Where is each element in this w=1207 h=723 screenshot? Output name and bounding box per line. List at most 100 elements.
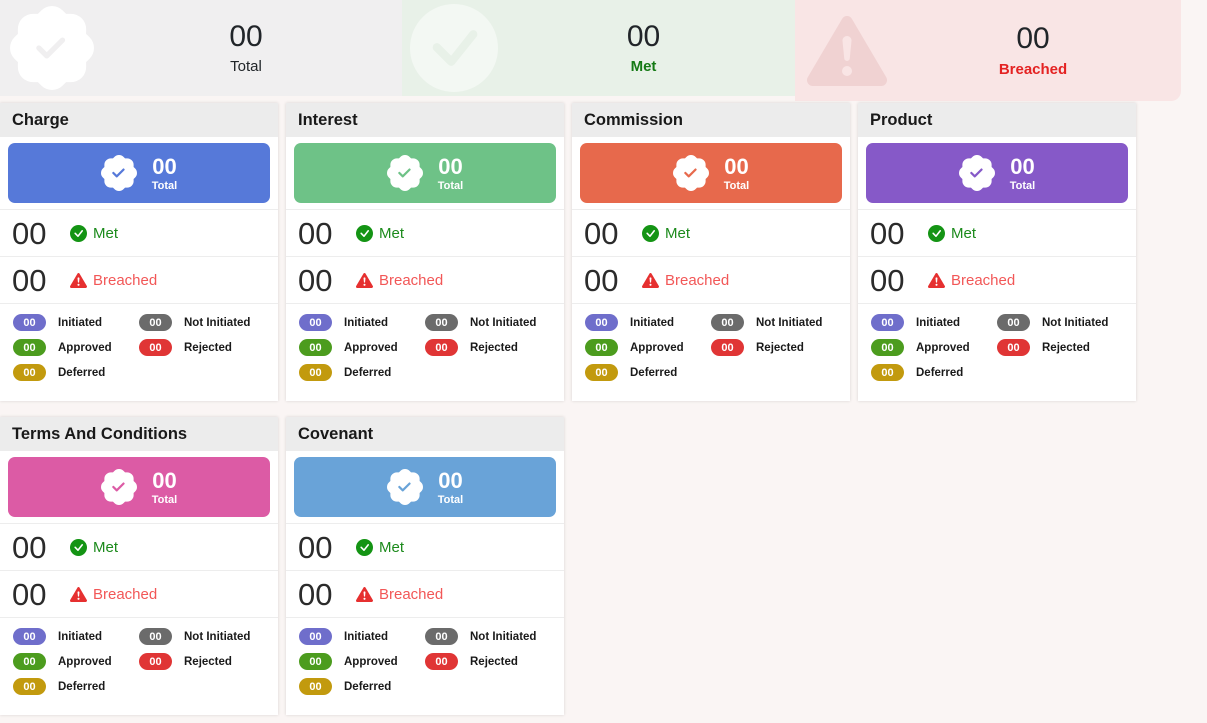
card-total-banner[interactable]: 00 Total: [580, 143, 842, 203]
warning-triangle-icon: [795, 11, 899, 91]
status-label: Rejected: [184, 341, 232, 354]
status-badge-grid: 00 Initiated 00 Not Initiated 00 Approve…: [0, 618, 278, 715]
status-count-pill: 00: [871, 364, 904, 381]
status-badge-grid: 00 Initiated 00 Not Initiated 00 Approve…: [286, 618, 564, 715]
card-met-row[interactable]: 00 Met: [286, 524, 564, 571]
card-breached-value: 00: [298, 576, 333, 612]
status-badge[interactable]: 00 Deferred: [13, 364, 139, 381]
status-count-pill: 00: [997, 314, 1030, 331]
status-badge[interactable]: 00 Not Initiated: [711, 314, 837, 331]
status-count-pill: 00: [585, 364, 618, 381]
card-breached-label: Breached: [951, 271, 1016, 289]
status-badge[interactable]: 00 Deferred: [299, 678, 425, 695]
status-badge[interactable]: 00 Rejected: [997, 339, 1123, 356]
status-badge[interactable]: 00 Rejected: [711, 339, 837, 356]
warning-triangle-icon: [356, 586, 373, 603]
status-count-pill: 00: [425, 339, 458, 356]
card-breached-value: 00: [12, 262, 47, 298]
card-breached-value: 00: [584, 262, 619, 298]
status-badge[interactable]: 00 Approved: [13, 339, 139, 356]
status-badge[interactable]: 00 Not Initiated: [425, 628, 551, 645]
card-breached-row[interactable]: 00 Breached: [572, 257, 850, 304]
summary-total[interactable]: 00 Total: [0, 0, 402, 96]
status-label: Initiated: [58, 316, 103, 329]
card-met-row[interactable]: 00 Met: [572, 210, 850, 257]
status-label: Not Initiated: [470, 316, 537, 329]
status-badge[interactable]: 00 Initiated: [585, 314, 711, 331]
card-met-row[interactable]: 00 Met: [0, 524, 278, 571]
status-badge[interactable]: 00 Not Initiated: [139, 314, 265, 331]
status-count-pill: 00: [585, 339, 618, 356]
status-badge[interactable]: 00 Rejected: [425, 339, 551, 356]
status-label: Approved: [58, 341, 112, 354]
status-count-pill: 00: [299, 314, 332, 331]
status-badge[interactable]: 00 Rejected: [425, 653, 551, 670]
check-circle-icon: [70, 538, 87, 556]
status-label: Not Initiated: [184, 316, 251, 329]
card-met-row[interactable]: 00 Met: [286, 210, 564, 257]
card-banner-wrap: 00 Total: [572, 137, 850, 210]
category-card: Terms And Conditions 00 Total 00: [0, 417, 278, 715]
card-total-banner[interactable]: 00 Total: [866, 143, 1128, 203]
card-total-banner[interactable]: 00 Total: [8, 143, 270, 203]
card-breached-row[interactable]: 00 Breached: [0, 257, 278, 304]
status-badge[interactable]: 00 Approved: [299, 339, 425, 356]
card-total-banner[interactable]: 00 Total: [8, 457, 270, 517]
card-banner-wrap: 00 Total: [858, 137, 1136, 210]
status-badge[interactable]: 00 Initiated: [299, 628, 425, 645]
status-label: Approved: [916, 341, 970, 354]
card-met-value: 00: [870, 215, 905, 251]
card-title: Interest: [286, 103, 564, 137]
card-banner-wrap: 00 Total: [286, 137, 564, 210]
card-breached-row[interactable]: 00 Breached: [858, 257, 1136, 304]
badge-check-icon: [386, 155, 423, 191]
status-badge[interactable]: 00 Deferred: [299, 364, 425, 381]
card-title-text: Terms And Conditions: [12, 425, 188, 443]
card-total-banner[interactable]: 00 Total: [294, 457, 556, 517]
summary-banner: 00 Total 00 Met 00 Breached: [0, 0, 1181, 101]
status-badge[interactable]: 00 Not Initiated: [139, 628, 265, 645]
card-met-label: Met: [379, 538, 405, 556]
status-badge[interactable]: 00 Deferred: [871, 364, 997, 381]
card-breached-row[interactable]: 00 Breached: [286, 571, 564, 618]
status-badge[interactable]: 00 Approved: [585, 339, 711, 356]
card-met-row[interactable]: 00 Met: [0, 210, 278, 257]
status-badge[interactable]: 00 Deferred: [13, 678, 139, 695]
status-label: Rejected: [756, 341, 804, 354]
warning-triangle-icon: [70, 272, 87, 289]
status-badge[interactable]: 00 Approved: [13, 653, 139, 670]
card-banner-wrap: 00 Total: [286, 451, 564, 524]
card-met-value: 00: [298, 529, 333, 565]
status-count-pill: 00: [585, 314, 618, 331]
card-met-label: Met: [93, 224, 119, 242]
status-count-pill: 00: [425, 628, 458, 645]
status-badge[interactable]: 00 Initiated: [13, 628, 139, 645]
card-total-label: Total: [151, 179, 178, 192]
category-card: Interest 00 Total 00: [286, 103, 564, 401]
status-badge[interactable]: 00 Approved: [299, 653, 425, 670]
status-count-pill: 00: [139, 653, 172, 670]
status-label: Initiated: [916, 316, 961, 329]
card-met-row[interactable]: 00 Met: [858, 210, 1136, 257]
status-badge[interactable]: 00 Initiated: [871, 314, 997, 331]
status-count-pill: 00: [425, 314, 458, 331]
status-badge[interactable]: 00 Not Initiated: [425, 314, 551, 331]
status-badge[interactable]: 00 Rejected: [139, 339, 265, 356]
category-card: Product 00 Total 00: [858, 103, 1136, 401]
card-total-label: Total: [437, 493, 464, 506]
status-badge[interactable]: 00 Initiated: [13, 314, 139, 331]
card-total-banner[interactable]: 00 Total: [294, 143, 556, 203]
status-badge[interactable]: 00 Approved: [871, 339, 997, 356]
card-breached-row[interactable]: 00 Breached: [0, 571, 278, 618]
status-badge[interactable]: 00 Initiated: [299, 314, 425, 331]
status-label: Initiated: [344, 630, 389, 643]
status-badge[interactable]: 00 Deferred: [585, 364, 711, 381]
status-badge[interactable]: 00 Rejected: [139, 653, 265, 670]
summary-met[interactable]: 00 Met: [402, 0, 795, 96]
card-title: Covenant: [286, 417, 564, 451]
status-count-pill: 00: [139, 314, 172, 331]
status-label: Deferred: [58, 680, 106, 693]
card-breached-row[interactable]: 00 Breached: [286, 257, 564, 304]
status-badge[interactable]: 00 Not Initiated: [997, 314, 1123, 331]
summary-breached[interactable]: 00 Breached: [795, 0, 1181, 101]
